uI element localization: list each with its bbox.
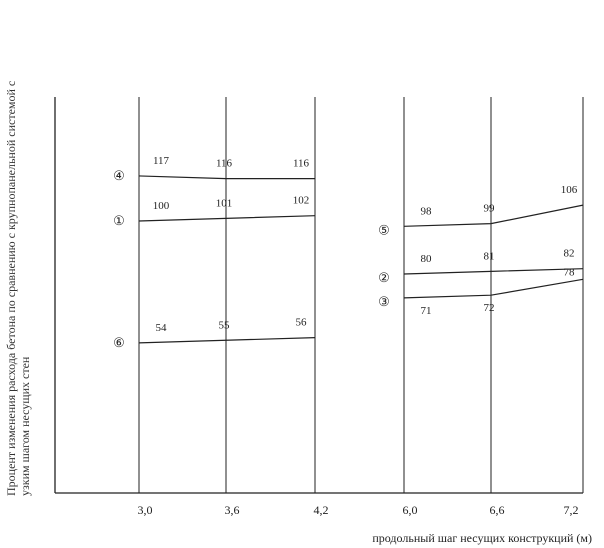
series-line-2 xyxy=(138,215,316,222)
series-line-1 xyxy=(138,175,315,180)
x-tick-label: 3,6 xyxy=(225,503,240,517)
series-marker-label: ④ xyxy=(113,168,125,183)
x-tick-label: 6,0 xyxy=(403,503,418,517)
data-label: 56 xyxy=(296,317,308,329)
data-label: 72 xyxy=(484,302,495,314)
series-marker-label: ① xyxy=(113,213,125,228)
data-label: 99 xyxy=(484,203,496,215)
series-marker-label: ② xyxy=(378,270,390,285)
x-tick-label: 7,2 xyxy=(564,503,579,517)
data-label: 98 xyxy=(421,205,433,217)
data-label: 82 xyxy=(564,248,575,260)
x-axis-label: продольный шаг несущих конструкций (м) xyxy=(372,531,592,545)
series-line-6 xyxy=(403,278,584,299)
series-marker-label: ⑤ xyxy=(378,222,390,237)
series-line-3 xyxy=(138,337,316,344)
data-label: 116 xyxy=(293,158,310,170)
data-label: 116 xyxy=(216,158,233,170)
data-label: 117 xyxy=(153,155,170,167)
series-line-5 xyxy=(403,268,584,275)
data-label: 100 xyxy=(153,200,170,212)
series-marker-label: ③ xyxy=(378,294,390,309)
x-tick-label: 3,0 xyxy=(138,503,153,517)
data-label: 55 xyxy=(219,319,231,331)
data-label: 81 xyxy=(484,250,495,262)
data-label: 106 xyxy=(561,184,578,196)
series-marker-label: ⑥ xyxy=(113,335,125,350)
data-label: 80 xyxy=(421,253,433,265)
data-label: 78 xyxy=(564,266,576,278)
data-label: 101 xyxy=(216,197,233,209)
data-label: 54 xyxy=(156,322,168,334)
data-label: 71 xyxy=(421,305,432,317)
data-label: 102 xyxy=(293,195,310,207)
x-tick-label: 6,6 xyxy=(490,503,505,517)
x-tick-label: 4,2 xyxy=(314,503,329,517)
series-line-4 xyxy=(403,204,584,227)
